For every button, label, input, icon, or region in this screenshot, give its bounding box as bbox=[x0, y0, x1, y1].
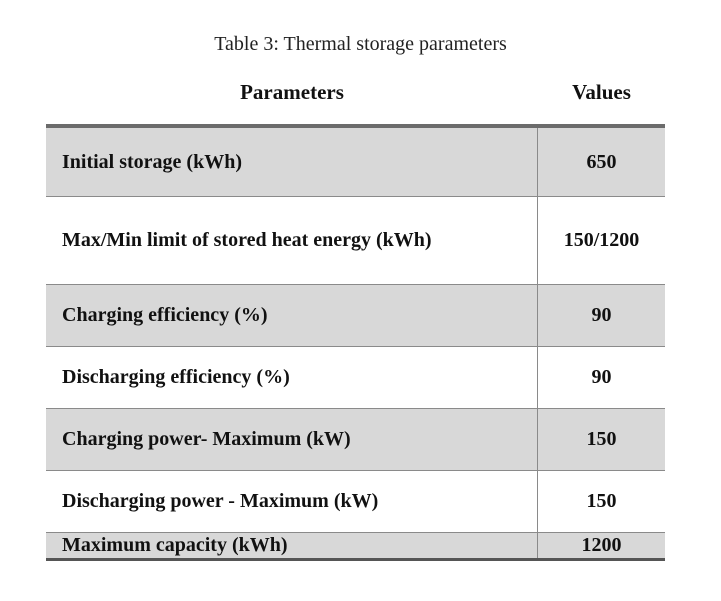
parameter-cell: Maximum capacity (kWh) bbox=[46, 533, 538, 558]
value-cell: 150 bbox=[586, 490, 617, 512]
parameter-cell: Discharging power - Maximum (kW) bbox=[46, 471, 538, 532]
parameter-cell: Charging efficiency (%) bbox=[46, 285, 538, 346]
table-row: Discharging efficiency (%) 90 bbox=[46, 347, 665, 409]
parameter-cell: Max/Min limit of stored heat energy (kWh… bbox=[46, 197, 538, 284]
parameter-cell: Initial storage (kWh) bbox=[46, 128, 538, 196]
table-row: Max/Min limit of stored heat energy (kWh… bbox=[46, 197, 665, 285]
table-caption: Table 3: Thermal storage parameters bbox=[214, 33, 507, 55]
value-cell: 1200 bbox=[581, 534, 622, 556]
table-row: Discharging power - Maximum (kW) 150 bbox=[46, 471, 665, 533]
parameter-cell: Discharging efficiency (%) bbox=[46, 347, 538, 408]
parameter-cell: Charging power- Maximum (kW) bbox=[46, 409, 538, 470]
header-rule bbox=[46, 124, 665, 128]
value-cell: 150/1200 bbox=[563, 229, 640, 251]
value-cell: 90 bbox=[591, 366, 612, 388]
table-row: Charging efficiency (%) 90 bbox=[46, 285, 665, 347]
value-cell: 150 bbox=[586, 428, 617, 450]
parameters-table: Initial storage (kWh) 650 Max/Min limit … bbox=[46, 128, 665, 561]
table-row: Maximum capacity (kWh) 1200 bbox=[46, 533, 665, 561]
column-header-values: Values bbox=[572, 80, 631, 104]
value-cell: 650 bbox=[586, 150, 617, 173]
value-cell: 90 bbox=[591, 304, 612, 326]
column-header-parameters: Parameters bbox=[240, 80, 344, 104]
table-row: Charging power- Maximum (kW) 150 bbox=[46, 409, 665, 471]
table-row: Initial storage (kWh) 650 bbox=[46, 128, 665, 197]
